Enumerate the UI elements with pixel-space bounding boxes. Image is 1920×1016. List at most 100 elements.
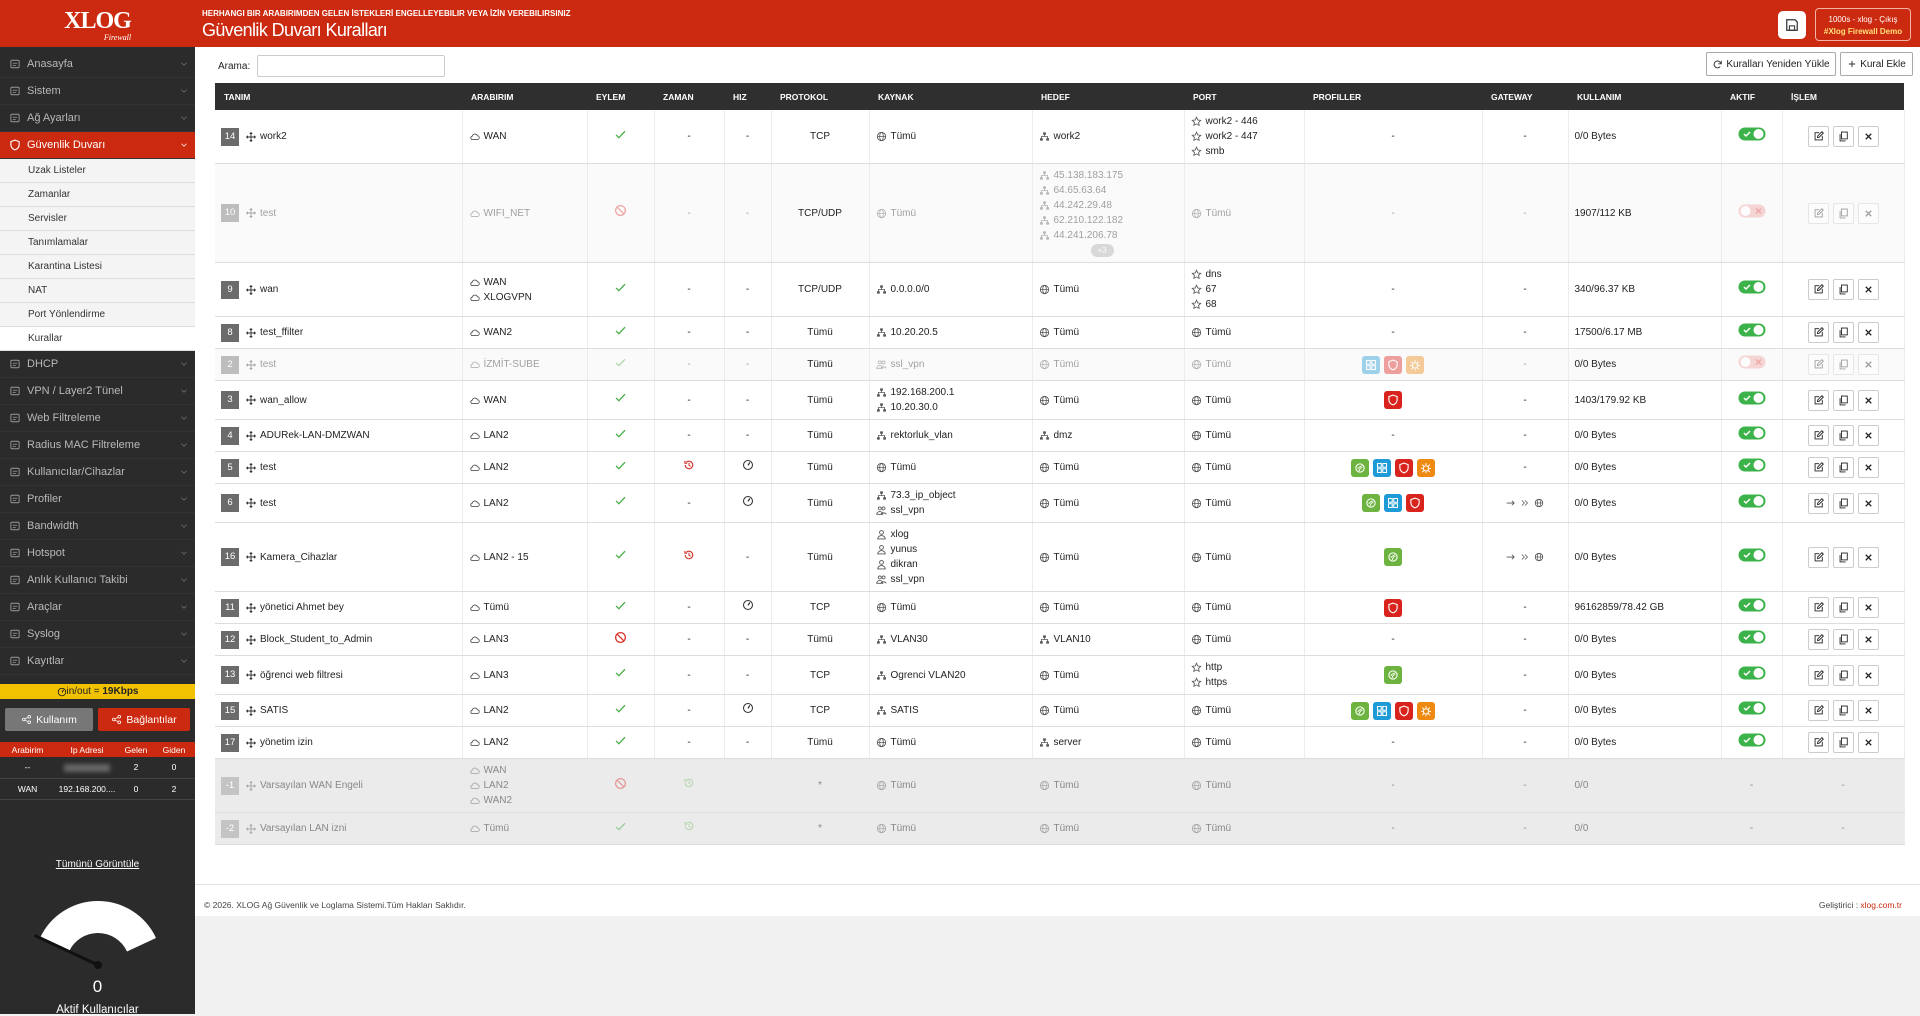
close-button[interactable] (1857, 126, 1879, 147)
submenu-item[interactable]: Zamanlar (0, 183, 195, 207)
submenu-item[interactable]: Port Yönlendirme (0, 303, 195, 327)
connections-button[interactable]: Bağlantılar (98, 708, 190, 731)
menu-item[interactable]: Güvenlik Duvarı (0, 132, 195, 159)
menu-item[interactable]: Profiler (0, 486, 195, 513)
toggle[interactable] (1738, 323, 1766, 342)
edit-button[interactable] (1807, 492, 1829, 514)
close-button[interactable] (1857, 425, 1879, 446)
toggle[interactable] (1738, 355, 1766, 374)
menu-item[interactable]: Bandwidth (0, 513, 195, 540)
logout-link[interactable]: Çıkış (1879, 15, 1898, 24)
edit-button[interactable] (1807, 546, 1829, 568)
profile-icon (1351, 458, 1369, 477)
menu-item[interactable]: Web Filtreleme (0, 405, 195, 432)
close-button[interactable] (1857, 732, 1879, 753)
menu-item[interactable]: Araçlar (0, 594, 195, 621)
copy-button[interactable] (1832, 700, 1854, 721)
edit-button[interactable] (1807, 597, 1829, 618)
menu-item[interactable]: Kullanıcılar/Cihazlar (0, 459, 195, 486)
icon-shape (1039, 177, 1043, 180)
usage-button[interactable]: Kullanım (5, 708, 93, 731)
submenu-item[interactable]: Uzak Listeler (0, 159, 195, 183)
edit-button[interactable] (1807, 425, 1829, 446)
edit-button[interactable] (1807, 279, 1829, 300)
edit-button[interactable] (1807, 202, 1829, 224)
logo[interactable]: XLOG Firewall (0, 0, 195, 47)
toggle[interactable] (1738, 204, 1766, 223)
menu-item[interactable]: Anlık Kullanıcı Takibi (0, 567, 195, 594)
toggle[interactable] (1738, 733, 1766, 752)
toggle[interactable] (1738, 548, 1766, 567)
toggle[interactable] (1738, 701, 1766, 720)
toggle[interactable] (1738, 391, 1766, 410)
menu-item[interactable]: Syslog (0, 621, 195, 648)
icon-user (876, 560, 886, 570)
copy-button[interactable] (1832, 629, 1854, 650)
menu-item[interactable]: Sistem (0, 78, 195, 105)
close-button[interactable] (1857, 664, 1879, 686)
copy-button[interactable] (1832, 425, 1854, 446)
edit-button[interactable] (1807, 126, 1829, 147)
close-button[interactable] (1857, 279, 1879, 300)
close-button[interactable] (1857, 546, 1879, 568)
toggle[interactable] (1738, 494, 1766, 513)
icon-shape (1814, 360, 1823, 369)
edit-button[interactable] (1807, 354, 1829, 375)
toggle[interactable] (1738, 666, 1766, 685)
close-button[interactable] (1857, 457, 1879, 478)
submenu-item[interactable]: Karantina Listesi (0, 255, 195, 279)
menu-item[interactable]: Hotspot (0, 540, 195, 567)
add-rule-button[interactable]: Kural Ekle (1840, 52, 1913, 76)
edit-button[interactable] (1807, 457, 1829, 478)
close-button[interactable] (1857, 597, 1879, 618)
copy-button[interactable] (1832, 732, 1854, 753)
icon-shape (877, 708, 885, 713)
submenu-item[interactable]: Kurallar (0, 327, 195, 351)
copy-button[interactable] (1832, 354, 1854, 375)
edit-button[interactable] (1807, 322, 1829, 343)
toggle[interactable] (1738, 630, 1766, 649)
copy-button[interactable] (1832, 492, 1854, 514)
toggle[interactable] (1738, 426, 1766, 445)
copy-button[interactable] (1832, 126, 1854, 147)
copy-button[interactable] (1832, 664, 1854, 686)
item-text: Tümü (1205, 602, 1232, 613)
submenu-item[interactable]: Tanımlamalar (0, 231, 195, 255)
edit-button[interactable] (1807, 664, 1829, 686)
toggle[interactable] (1738, 598, 1766, 617)
reload-button[interactable]: Kuralları Yeniden Yükle (1706, 52, 1836, 76)
toggle[interactable] (1738, 280, 1766, 299)
copy-button[interactable] (1832, 322, 1854, 343)
menu-item[interactable]: DHCP (0, 351, 195, 378)
close-button[interactable] (1857, 629, 1879, 650)
menu-item[interactable]: Ağ Ayarları (0, 105, 195, 132)
close-button[interactable] (1857, 389, 1879, 411)
save-button[interactable] (1778, 11, 1806, 39)
search-input[interactable] (257, 55, 445, 77)
toggle[interactable] (1738, 127, 1766, 146)
developer-link[interactable]: xlog.com.tr (1860, 900, 1902, 910)
menu-item[interactable]: Kayıtlar (0, 648, 195, 675)
menu-item[interactable]: Anasayfa (0, 51, 195, 78)
menu-item[interactable]: Radius MAC Filtreleme (0, 432, 195, 459)
view-all-link[interactable]: Tümünü Görüntüle (55, 859, 140, 870)
close-button[interactable] (1857, 202, 1879, 224)
close-button[interactable] (1857, 700, 1879, 721)
copy-button[interactable] (1832, 457, 1854, 478)
copy-button[interactable] (1832, 546, 1854, 568)
edit-button[interactable] (1807, 732, 1829, 753)
close-button[interactable] (1857, 492, 1879, 514)
copy-button[interactable] (1832, 202, 1854, 224)
edit-button[interactable] (1807, 389, 1829, 411)
copy-button[interactable] (1832, 597, 1854, 618)
close-button[interactable] (1857, 322, 1879, 343)
submenu-item[interactable]: Servisler (0, 207, 195, 231)
menu-item[interactable]: VPN / Layer2 Tünel (0, 378, 195, 405)
toggle[interactable] (1738, 458, 1766, 477)
close-button[interactable] (1857, 354, 1879, 375)
edit-button[interactable] (1807, 700, 1829, 721)
copy-button[interactable] (1832, 389, 1854, 411)
copy-button[interactable] (1832, 279, 1854, 300)
edit-button[interactable] (1807, 629, 1829, 650)
submenu-item[interactable]: NAT (0, 279, 195, 303)
